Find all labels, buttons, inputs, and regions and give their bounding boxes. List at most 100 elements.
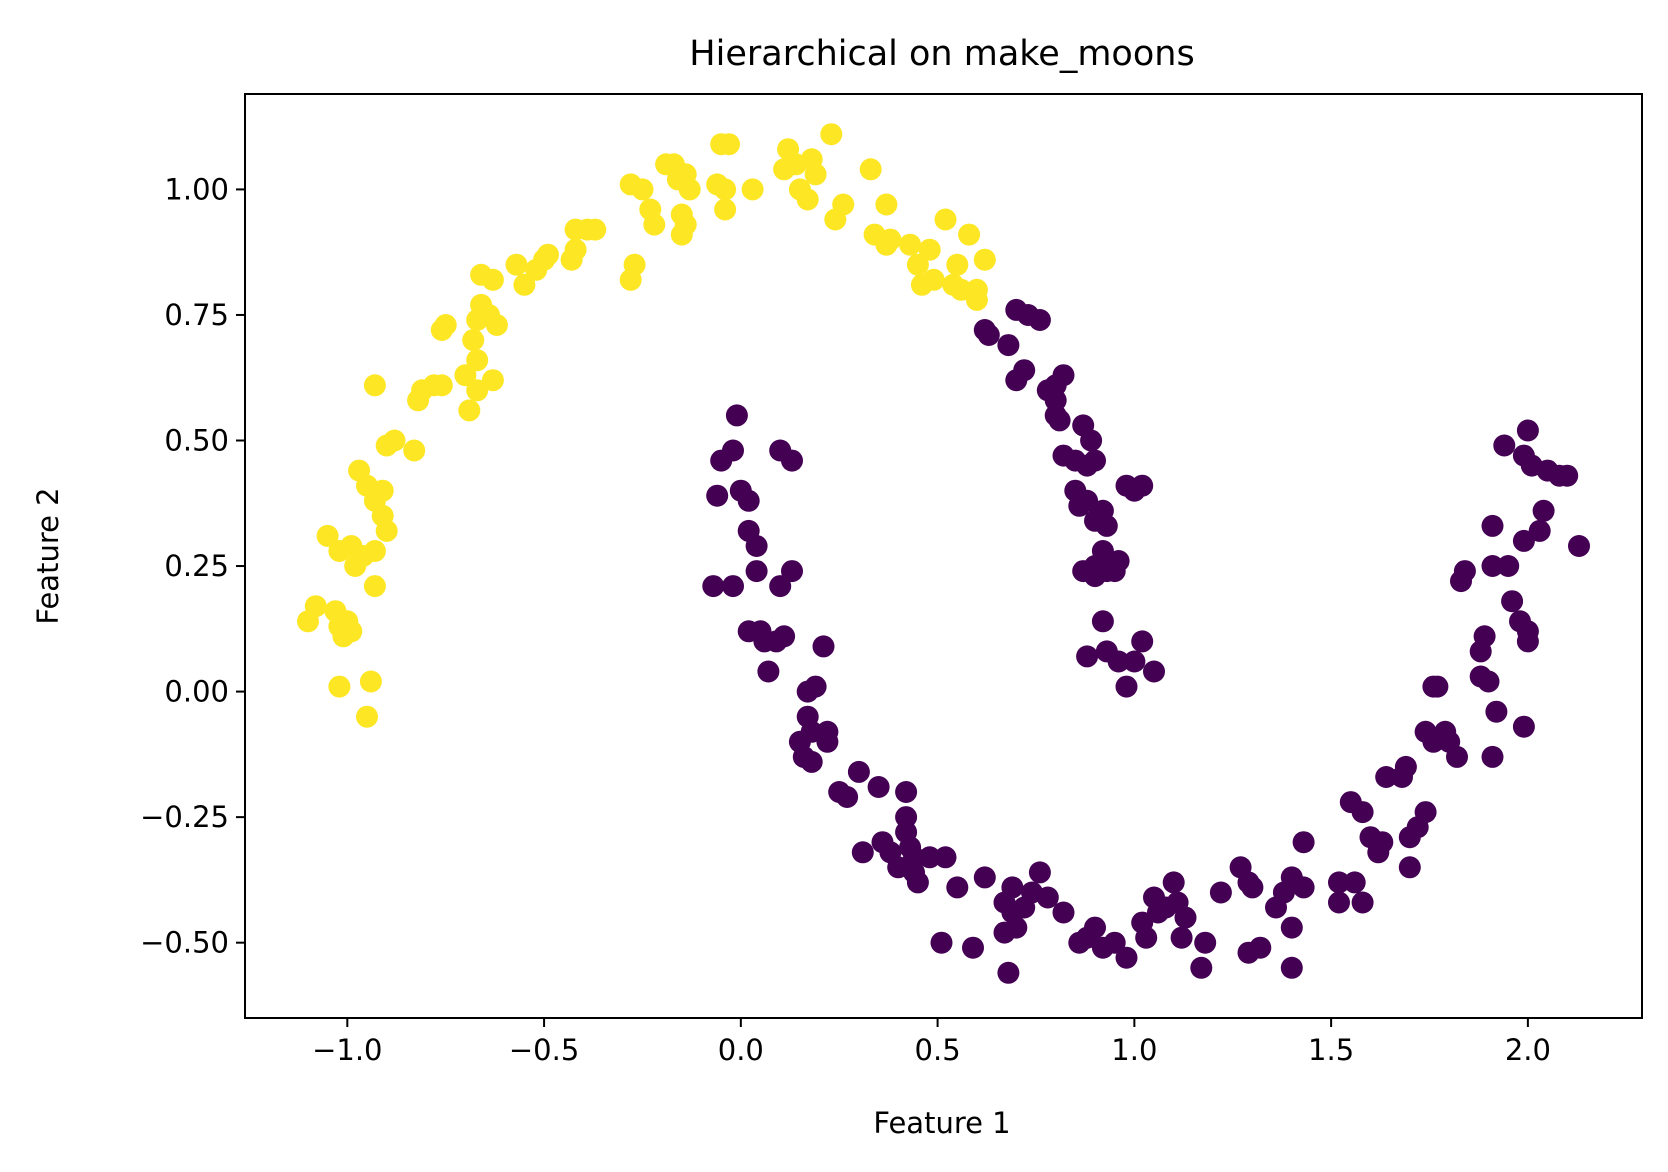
data-point-cluster-1 xyxy=(993,921,1016,944)
data-point-cluster-1 xyxy=(1414,801,1437,824)
data-point-cluster-1 xyxy=(1568,535,1590,557)
data-point-cluster-1 xyxy=(1481,514,1504,537)
data-point-cluster-1 xyxy=(781,560,803,583)
data-point-cluster-1 xyxy=(977,324,1000,346)
data-point-cluster-0 xyxy=(466,349,489,372)
data-point-cluster-0 xyxy=(316,524,339,547)
data-point-cluster-1 xyxy=(706,484,729,507)
data-point-cluster-0 xyxy=(820,123,843,146)
data-point-cluster-0 xyxy=(513,273,536,296)
data-point-cluster-1 xyxy=(1162,871,1185,894)
data-point-cluster-0 xyxy=(804,163,827,186)
data-point-cluster-1 xyxy=(1080,429,1103,452)
data-point-cluster-1 xyxy=(1426,675,1449,698)
data-point-cluster-1 xyxy=(702,575,725,598)
x-tick-label: 1.0 xyxy=(1111,1033,1157,1067)
data-point-cluster-1 xyxy=(1084,916,1106,939)
data-point-cluster-0 xyxy=(383,429,406,452)
data-point-cluster-1 xyxy=(737,489,760,512)
plot-area-frame xyxy=(244,93,1643,1019)
data-point-cluster-0 xyxy=(304,595,327,618)
data-point-cluster-1 xyxy=(745,535,768,557)
data-point-cluster-0 xyxy=(371,479,394,502)
y-tick-label: −0.25 xyxy=(140,800,229,834)
data-point-cluster-1 xyxy=(1485,700,1508,723)
x-axis: −1.0 −0.5 0.0 0.5 1.0 1.5 2.0 xyxy=(312,1018,1551,1067)
data-point-cluster-0 xyxy=(958,223,981,246)
data-point-cluster-1 xyxy=(1516,419,1539,442)
data-point-cluster-1 xyxy=(1473,625,1496,648)
data-point-cluster-1 xyxy=(1501,590,1524,613)
data-point-cluster-1 xyxy=(946,876,969,899)
data-point-cluster-1 xyxy=(1343,871,1366,894)
data-point-cluster-1 xyxy=(781,449,803,472)
points-layer xyxy=(297,123,1590,984)
data-point-cluster-0 xyxy=(718,133,740,156)
y-tick-label: 0.25 xyxy=(164,549,229,583)
data-point-cluster-0 xyxy=(434,314,457,336)
data-point-cluster-1 xyxy=(895,781,918,803)
data-point-cluster-1 xyxy=(1013,359,1036,382)
data-point-cluster-1 xyxy=(1292,876,1315,899)
data-point-cluster-0 xyxy=(859,158,882,181)
x-tick-label: 0.0 xyxy=(718,1033,764,1067)
data-point-cluster-1 xyxy=(1131,630,1154,653)
data-point-cluster-0 xyxy=(430,374,453,397)
data-point-cluster-1 xyxy=(1174,906,1197,929)
data-point-cluster-1 xyxy=(1052,901,1075,924)
data-point-cluster-1 xyxy=(903,846,925,869)
data-point-cluster-0 xyxy=(584,218,607,241)
data-point-cluster-0 xyxy=(950,278,973,301)
data-point-cluster-0 xyxy=(462,329,485,352)
data-point-cluster-0 xyxy=(403,439,426,462)
data-point-cluster-0 xyxy=(564,238,587,261)
data-point-cluster-1 xyxy=(1076,645,1099,668)
data-point-cluster-1 xyxy=(1493,434,1516,457)
data-point-cluster-0 xyxy=(906,253,929,276)
data-point-cluster-0 xyxy=(879,228,902,251)
data-point-cluster-0 xyxy=(485,314,508,336)
data-point-cluster-0 xyxy=(973,248,996,271)
data-point-cluster-1 xyxy=(804,675,827,698)
data-point-cluster-1 xyxy=(769,575,792,598)
data-point-cluster-1 xyxy=(1028,309,1051,331)
data-point-cluster-1 xyxy=(1446,745,1468,768)
data-point-cluster-0 xyxy=(375,519,398,542)
data-point-cluster-1 xyxy=(1131,474,1154,497)
data-point-cluster-1 xyxy=(895,806,918,829)
x-tick-label: −1.0 xyxy=(312,1033,382,1067)
data-point-cluster-1 xyxy=(1280,916,1303,939)
data-point-cluster-0 xyxy=(643,213,666,236)
data-point-cluster-1 xyxy=(1103,931,1126,954)
y-tick-label: −0.50 xyxy=(140,926,229,960)
data-point-cluster-1 xyxy=(1453,560,1476,583)
data-point-cluster-1 xyxy=(997,961,1020,984)
data-point-cluster-0 xyxy=(363,575,386,598)
data-point-cluster-0 xyxy=(623,253,646,276)
data-point-cluster-1 xyxy=(1481,555,1504,577)
data-point-cluster-1 xyxy=(1375,766,1398,788)
data-point-cluster-1 xyxy=(1328,871,1350,894)
data-point-cluster-0 xyxy=(922,268,945,291)
data-point-cluster-0 xyxy=(481,268,504,291)
x-tick-label: 1.5 xyxy=(1308,1033,1354,1067)
data-point-cluster-1 xyxy=(962,936,984,959)
data-point-cluster-1 xyxy=(1556,464,1579,487)
data-point-cluster-0 xyxy=(875,193,898,216)
data-point-cluster-1 xyxy=(1091,610,1114,633)
data-point-cluster-1 xyxy=(930,931,953,954)
data-point-cluster-1 xyxy=(997,334,1020,357)
data-point-cluster-1 xyxy=(816,730,839,753)
data-point-cluster-1 xyxy=(851,841,874,864)
data-point-cluster-1 xyxy=(1292,831,1315,854)
data-point-cluster-1 xyxy=(1351,801,1374,824)
data-point-cluster-0 xyxy=(481,369,504,392)
data-point-cluster-1 xyxy=(906,871,929,894)
data-point-cluster-0 xyxy=(363,374,386,397)
data-point-cluster-1 xyxy=(1481,745,1504,768)
data-point-cluster-1 xyxy=(1048,409,1071,432)
data-point-cluster-1 xyxy=(773,625,796,648)
data-point-cluster-1 xyxy=(847,760,870,783)
data-point-cluster-1 xyxy=(800,750,823,773)
